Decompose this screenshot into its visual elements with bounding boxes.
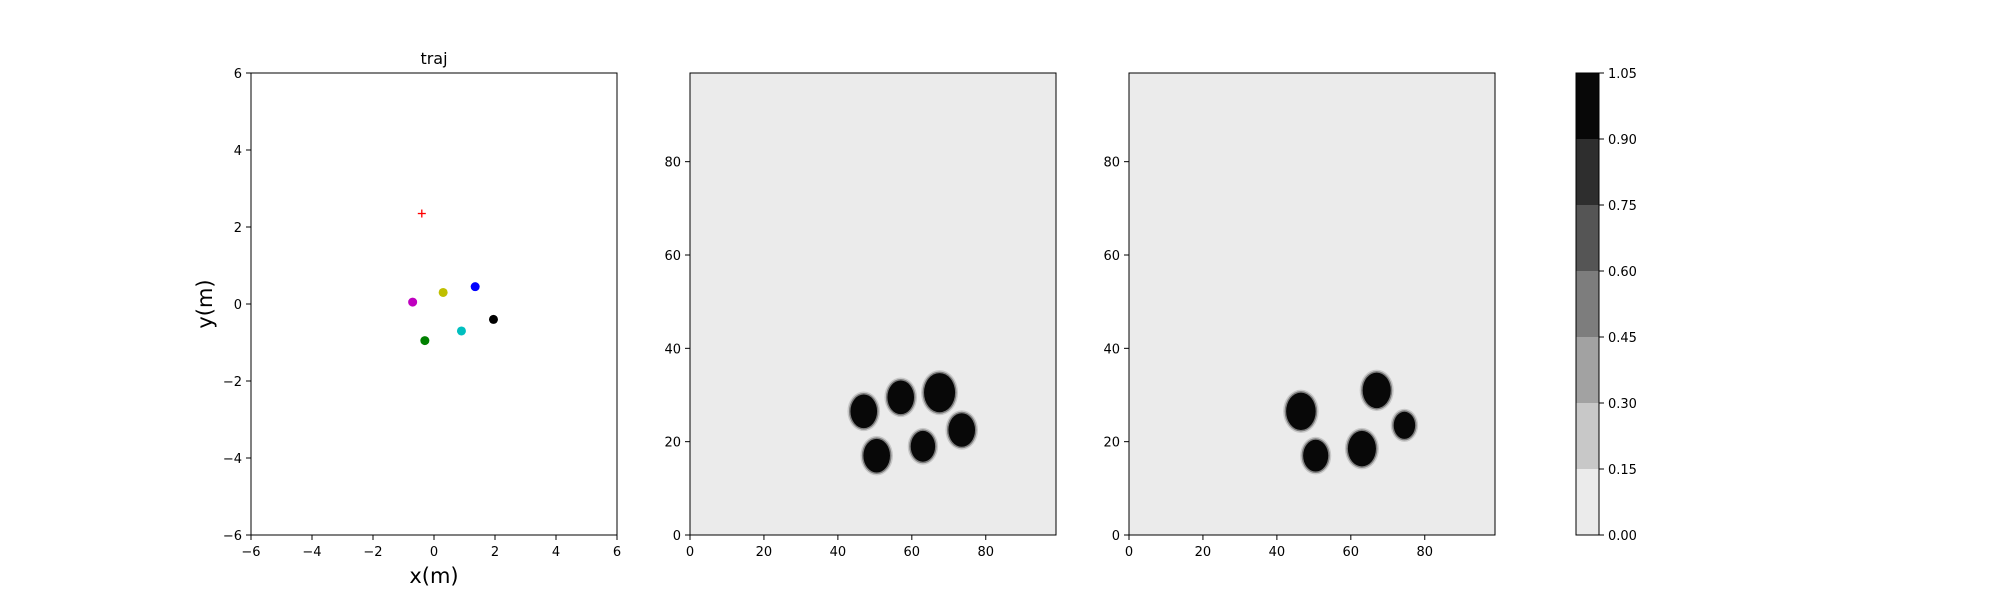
heatmap-1-x-tick-label: 40 xyxy=(830,545,847,560)
colorbar-frame xyxy=(1575,72,1600,536)
heatmap-1-x-tick-label: 80 xyxy=(977,545,994,560)
traj-title: traj xyxy=(420,49,447,68)
heatmap-2-panel: 0 20 40 60 80 0 20 40 60 80 xyxy=(1103,72,1496,560)
agent-point xyxy=(438,287,448,297)
traj-x-tick-label: −4 xyxy=(302,545,321,560)
traj-panel: traj −6 −4 −2 0 2 4 6 −6 −4 −2 0 2 4 6 x(m) y(m) xyxy=(193,49,621,588)
colorbar-tick-label: 0.00 xyxy=(1608,529,1637,544)
blob-core xyxy=(1393,411,1416,439)
heatmap-2-blobs xyxy=(1283,369,1419,475)
traj-y-tick-label: 6 xyxy=(234,67,242,82)
heatmap-2-y-tick-label: 60 xyxy=(1103,249,1120,264)
heatmap-2-y-tick-label: 40 xyxy=(1103,342,1120,357)
colorbar-ticks: 0.00 0.15 0.30 0.45 0.60 0.75 0.90 1.05 xyxy=(1599,67,1637,544)
heatmap-2-x-tick-label: 80 xyxy=(1416,545,1433,560)
blob-core xyxy=(1347,430,1376,467)
traj-y-tick-label: −2 xyxy=(223,375,242,390)
heatmap-1-y-tick-label: 80 xyxy=(664,156,681,171)
traj-marks xyxy=(408,209,498,346)
traj-xlabel: x(m) xyxy=(409,564,458,588)
blob-core xyxy=(1362,372,1391,409)
traj-frame xyxy=(250,72,618,536)
heatmap-1-x-tick-label: 20 xyxy=(756,545,773,560)
heatmap-1-y-tick-label: 0 xyxy=(673,529,681,544)
heatmap-1-x-ticks: 0 20 40 60 80 xyxy=(686,535,994,560)
colorbar-band xyxy=(1576,271,1599,337)
agent-point xyxy=(456,326,466,336)
heatmap-1-y-ticks: 0 20 40 60 80 xyxy=(664,156,690,544)
traj-x-tick-label: 2 xyxy=(491,545,499,560)
traj-y-tick-label: 2 xyxy=(234,221,242,236)
colorbar-tick-label: 0.75 xyxy=(1608,199,1637,214)
heatmap-2-x-tick-label: 40 xyxy=(1269,545,1286,560)
agent-point xyxy=(470,282,480,292)
heatmap-1-blobs xyxy=(847,370,979,476)
heatmap-2-frame xyxy=(1128,72,1496,536)
colorbar-tick-label: 1.05 xyxy=(1608,67,1637,82)
heatmap-1-frame xyxy=(689,72,1057,536)
traj-x-tick-label: −6 xyxy=(241,545,260,560)
traj-ylabel: y(m) xyxy=(193,279,217,328)
colorbar-tick-label: 0.45 xyxy=(1608,331,1637,346)
blob-core xyxy=(887,380,915,415)
blob-core xyxy=(850,394,878,429)
colorbar-tick-label: 0.30 xyxy=(1608,397,1637,412)
traj-y-tick-label: −6 xyxy=(223,529,242,544)
heatmap-1-panel: 0 20 40 60 80 0 20 40 60 80 xyxy=(664,72,1057,560)
colorbar-band xyxy=(1576,403,1599,469)
heatmap-1-x-tick-label: 60 xyxy=(904,545,921,560)
heatmap-1-x-tick-label: 0 xyxy=(686,545,694,560)
heatmap-2-x-tick-label: 60 xyxy=(1343,545,1360,560)
traj-plot-area xyxy=(251,73,617,535)
heatmap-2-x-tick-label: 0 xyxy=(1125,545,1133,560)
blob-core xyxy=(924,373,956,413)
colorbar-tick-label: 0.60 xyxy=(1608,265,1637,280)
traj-x-ticks: −6 −4 −2 0 2 4 6 xyxy=(241,535,621,560)
traj-x-tick-label: 4 xyxy=(552,545,560,560)
heatmap-2-y-ticks: 0 20 40 60 80 xyxy=(1103,156,1129,544)
colorbar-band xyxy=(1576,337,1599,403)
traj-x-tick-label: 6 xyxy=(613,545,621,560)
blob-core xyxy=(910,430,936,462)
heatmap-2-y-tick-label: 0 xyxy=(1112,529,1120,544)
target-marker xyxy=(417,209,426,218)
heatmap-2-x-ticks: 0 20 40 60 80 xyxy=(1125,535,1433,560)
agent-point xyxy=(488,314,498,324)
heatmap-2-y-tick-label: 80 xyxy=(1103,156,1120,171)
colorbar-band xyxy=(1576,469,1599,535)
agent-point xyxy=(408,297,418,307)
blob-core xyxy=(1286,392,1316,431)
blob-core xyxy=(948,413,976,447)
colorbar-tick-label: 0.90 xyxy=(1608,133,1637,148)
traj-y-ticks: −6 −4 −2 0 2 4 6 xyxy=(223,67,251,544)
colorbar-band xyxy=(1576,205,1599,271)
agent-point xyxy=(420,336,430,346)
blob-core xyxy=(1303,439,1329,472)
heatmap-1-y-tick-label: 60 xyxy=(664,249,681,264)
heatmap-1-y-tick-label: 20 xyxy=(664,436,681,451)
heatmap-2-x-tick-label: 20 xyxy=(1195,545,1212,560)
blob-core xyxy=(863,438,891,473)
heatmap-1-y-tick-label: 40 xyxy=(664,342,681,357)
heatmap-2-y-tick-label: 20 xyxy=(1103,436,1120,451)
traj-x-tick-label: 0 xyxy=(430,545,438,560)
colorbar-band xyxy=(1576,139,1599,205)
colorbar: 0.00 0.15 0.30 0.45 0.60 0.75 0.90 1.05 xyxy=(1575,67,1637,544)
colorbar-band xyxy=(1576,73,1599,139)
traj-y-tick-label: −4 xyxy=(223,452,242,467)
colorbar-bands xyxy=(1576,73,1599,535)
traj-y-tick-label: 0 xyxy=(234,298,242,313)
traj-y-tick-label: 4 xyxy=(234,144,242,159)
colorbar-tick-label: 0.15 xyxy=(1608,463,1637,478)
traj-x-tick-label: −2 xyxy=(363,545,382,560)
